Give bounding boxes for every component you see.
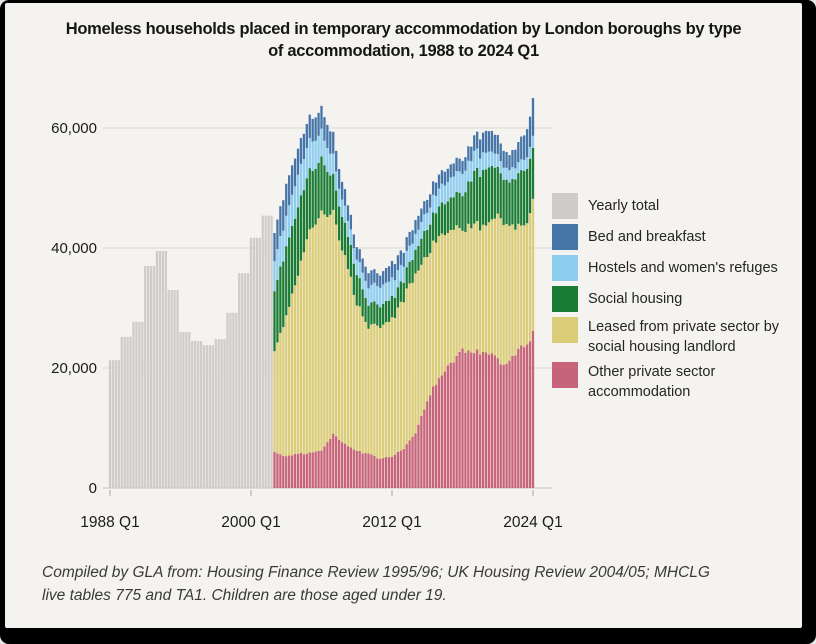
legend: Yearly total Bed and breakfast Hostels a… — [552, 193, 802, 407]
svg-text:2000 Q1: 2000 Q1 — [221, 514, 280, 531]
legend-label: Leased from private sector by social hou… — [588, 319, 780, 355]
legend-item-social-housing: Social housing — [552, 286, 802, 312]
x-axis-labels: 1988 Q1 2000 Q1 2012 Q1 2024 Q1 — [80, 490, 563, 531]
legend-label: Social housing — [588, 291, 683, 307]
source-footnote-line2: live tables 775 and TA1. Children are th… — [42, 587, 447, 604]
chart-title: Homeless households placed in temporary … — [5, 18, 802, 62]
svg-text:0: 0 — [89, 480, 97, 497]
legend-item-other-private: Other private sector accommodation — [552, 362, 802, 402]
yearly-total-swatch — [552, 193, 578, 219]
source-footnote: Compiled by GLA from: Housing Finance Re… — [42, 561, 782, 607]
source-footnote-line1: Compiled by GLA from: Housing Finance Re… — [42, 564, 710, 581]
chart-title-line2: of accommodation, 1988 to 2024 Q1 — [268, 42, 539, 60]
svg-text:20,000: 20,000 — [51, 360, 97, 377]
legend-item-bed-and-breakfast: Bed and breakfast — [552, 224, 802, 250]
svg-text:60,000: 60,000 — [51, 120, 97, 137]
legend-label: Bed and breakfast — [588, 229, 706, 245]
svg-text:1988 Q1: 1988 Q1 — [80, 514, 139, 531]
social-housing-swatch — [552, 286, 578, 312]
legend-item-yearly-total: Yearly total — [552, 193, 802, 219]
bed-and-breakfast-swatch — [552, 224, 578, 250]
yearly-total-bars — [108, 215, 273, 488]
svg-text:2012 Q1: 2012 Q1 — [362, 514, 421, 531]
legend-item-leased-private: Leased from private sector by social hou… — [552, 317, 802, 357]
stacked-bars — [273, 98, 535, 488]
y-axis-labels: 0 20,000 40,000 60,000 — [51, 120, 97, 497]
legend-label: Hostels and women's refuges — [588, 260, 778, 276]
chart-title-line1: Homeless households placed in temporary … — [65, 20, 742, 38]
legend-label: Yearly total — [588, 198, 660, 214]
svg-text:40,000: 40,000 — [51, 240, 97, 257]
other-private-swatch — [552, 362, 578, 388]
hostels-swatch — [552, 255, 578, 281]
legend-item-hostels: Hostels and women's refuges — [552, 255, 802, 281]
svg-text:2024 Q1: 2024 Q1 — [503, 514, 562, 531]
legend-label: Other private sector accommodation — [588, 364, 716, 400]
leased-private-swatch — [552, 317, 578, 343]
